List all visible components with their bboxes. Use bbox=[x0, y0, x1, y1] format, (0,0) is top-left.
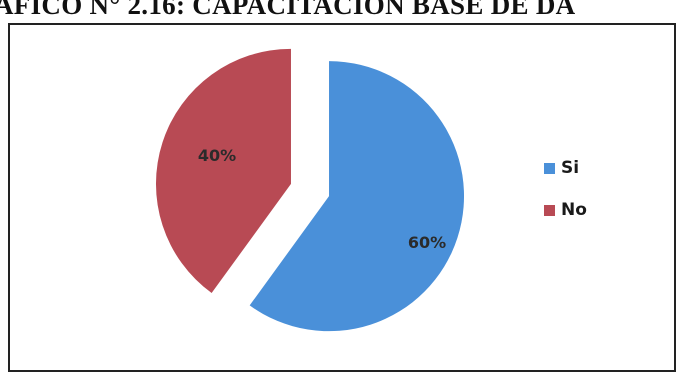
legend-swatch-si bbox=[544, 162, 555, 174]
legend-label-no: No bbox=[561, 200, 587, 220]
chart-title: ÁFICO N° 2.16: CAPACITACIÓN BASE DE DA bbox=[0, 0, 576, 20]
pie-slice-si bbox=[249, 61, 465, 332]
legend-item-si: Si bbox=[544, 157, 587, 179]
legend-swatch-no bbox=[544, 204, 555, 216]
data-label-si: 60% bbox=[408, 233, 446, 252]
legend-item-no: No bbox=[544, 199, 587, 221]
chart-legend: Si No bbox=[544, 157, 587, 241]
legend-label-si: Si bbox=[561, 158, 580, 178]
pie-slice-no bbox=[155, 48, 291, 294]
data-label-no: 40% bbox=[198, 146, 236, 165]
